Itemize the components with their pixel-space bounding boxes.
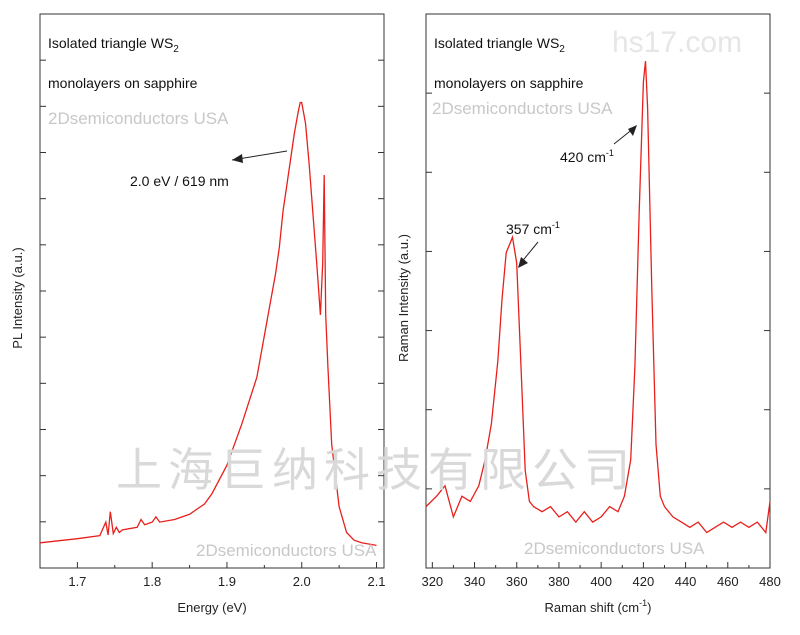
watermark-url: hs17.com [612, 26, 742, 59]
raman-x-axis-label: Raman shift (cm-1) [545, 598, 652, 615]
pl-watermark-bottom: 2Dsemiconductors USA [196, 541, 377, 560]
raman-series-line [425, 61, 771, 535]
raman-x-tick-label: 440 [675, 574, 697, 589]
raman-x-ticks: 320 340 360 380 400 420 440 460 480 [421, 562, 781, 589]
raman-x-tick-label: 340 [464, 574, 486, 589]
raman-y-axis-label: Raman Intensity (a.u.) [396, 234, 411, 362]
pl-peak-arrow-head [232, 154, 243, 163]
pl-x-tick-label: 1.7 [68, 574, 86, 589]
raman-peak-label-357: 357 cm-1 [506, 220, 560, 237]
pl-annotation-line1: Isolated triangle WS2 [48, 35, 179, 55]
pl-x-tick-label: 2.0 [293, 574, 311, 589]
raman-y-ticks [426, 92, 770, 490]
pl-chart: 1.7 1.8 1.9 2.0 2.1 Isolated triangle WS2 mo… [10, 13, 386, 615]
raman-plot-frame [425, 13, 771, 569]
pl-x-axis-label: Energy (eV) [177, 600, 246, 615]
pl-series-line [39, 101, 377, 547]
raman-x-tick-label: 400 [590, 574, 612, 589]
raman-peak-arrow-420-head [628, 125, 637, 136]
raman-annotation-line2: monolayers on sapphire [434, 75, 584, 91]
raman-x-tick-label: 420 [633, 574, 655, 589]
pl-x-tick-label: 1.8 [143, 574, 161, 589]
pl-watermark-top: 2Dsemiconductors USA [48, 109, 229, 128]
raman-x-tick-label: 360 [506, 574, 528, 589]
pl-annotation-line2: monolayers on sapphire [48, 75, 198, 91]
raman-watermark-bottom: 2Dsemiconductors USA [524, 539, 705, 558]
raman-annotation-line1: Isolated triangle WS2 [434, 35, 565, 55]
raman-watermark-top: 2Dsemiconductors USA [432, 99, 613, 118]
watermark-company: 上海巨纳科技有限公司 [116, 444, 636, 496]
pl-y-axis-label: PL Intensity (a.u.) [10, 247, 25, 348]
raman-x-tick-label: 320 [421, 574, 443, 589]
raman-x-tick-label: 480 [759, 574, 781, 589]
pl-x-tick-label: 1.9 [218, 574, 236, 589]
raman-chart: 320 340 360 380 400 420 440 460 480 Isolated tri… [396, 13, 781, 615]
pl-x-tick-label: 2.1 [367, 574, 385, 589]
pl-x-ticks: 1.7 1.8 1.9 2.0 2.1 [68, 562, 386, 589]
raman-x-tick-label: 380 [548, 574, 570, 589]
raman-peak-label-420: 420 cm-1 [560, 148, 614, 165]
pl-peak-label: 2.0 eV / 619 nm [130, 173, 229, 189]
raman-peak-arrow-357-head [518, 257, 528, 268]
pl-y-ticks [40, 59, 384, 523]
raman-x-tick-label: 460 [717, 574, 739, 589]
